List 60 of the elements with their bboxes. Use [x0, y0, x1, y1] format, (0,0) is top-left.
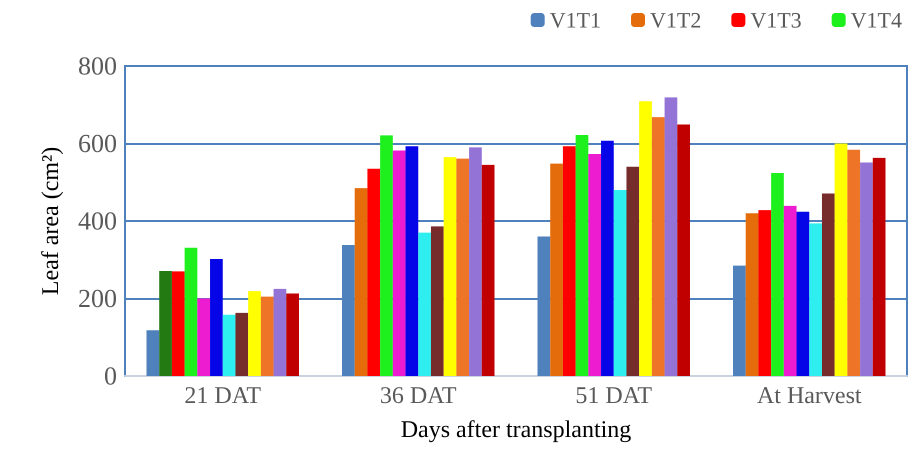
bar — [872, 158, 886, 376]
bar — [444, 157, 456, 376]
bar — [286, 293, 299, 376]
bar — [430, 226, 444, 376]
y-tick-label: 0 — [104, 362, 117, 390]
bar — [562, 146, 576, 376]
bar — [626, 166, 640, 376]
y-tick-label: 800 — [78, 52, 117, 80]
bar — [482, 164, 494, 376]
bar — [469, 147, 482, 376]
bar — [639, 101, 652, 376]
bar — [550, 164, 563, 376]
bar — [380, 135, 393, 376]
bar — [664, 97, 678, 376]
legend-label: V1T1 — [550, 8, 602, 32]
bar — [172, 271, 185, 376]
bar — [456, 158, 470, 376]
bar — [146, 330, 160, 376]
y-tick-label: 400 — [78, 206, 117, 236]
bar — [847, 150, 860, 376]
x-axis-title: Days after transplanting — [400, 417, 632, 443]
bar — [652, 117, 665, 376]
bar — [354, 188, 368, 376]
bar — [274, 288, 286, 376]
y-axis-title: Leaf area (cm²) — [38, 146, 64, 296]
bar — [248, 291, 261, 376]
x-tick-label: 21 DAT — [184, 383, 262, 409]
bar — [860, 162, 873, 376]
legend-label: V1T3 — [750, 8, 802, 32]
bar — [614, 190, 626, 376]
x-tick-label: At Harvest — [756, 383, 862, 409]
bar — [210, 258, 223, 376]
bar — [677, 124, 690, 376]
bar — [758, 210, 772, 376]
bar — [796, 212, 810, 376]
y-tick-label: 600 — [78, 129, 117, 158]
legend-label: V1T2 — [650, 8, 702, 32]
bar — [834, 144, 848, 376]
bar — [260, 296, 274, 376]
bar — [771, 172, 784, 376]
legend-label: V1T4 — [850, 8, 902, 32]
bar — [222, 314, 236, 376]
y-tick-label: 200 — [78, 284, 117, 313]
bar — [601, 140, 614, 376]
x-tick-label: 36 DAT — [380, 383, 457, 409]
bar — [235, 312, 248, 376]
bar — [184, 248, 198, 376]
bar — [197, 298, 210, 376]
bar — [406, 146, 418, 376]
bar — [367, 168, 380, 376]
bar — [746, 213, 758, 376]
bar — [418, 232, 431, 376]
bar — [588, 154, 602, 376]
bar — [784, 206, 797, 376]
x-tick-label: 51 DAT — [575, 383, 652, 409]
bar — [809, 223, 822, 376]
bar — [822, 193, 835, 376]
bar — [159, 270, 172, 376]
bar — [392, 150, 406, 376]
bar — [576, 134, 588, 376]
